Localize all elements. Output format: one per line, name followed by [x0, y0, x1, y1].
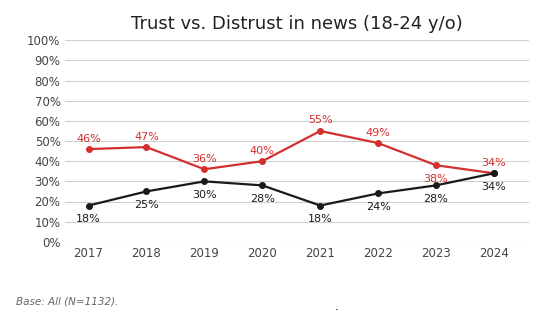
Legend: Trust, Distrust: Trust, Distrust — [215, 304, 379, 310]
Distrust — [201, 179, 208, 183]
Text: 55%: 55% — [308, 115, 332, 126]
Distrust — [375, 192, 382, 195]
Trust — [490, 171, 497, 175]
Text: 34%: 34% — [482, 158, 506, 168]
Text: 38%: 38% — [423, 174, 449, 184]
Trust — [259, 159, 265, 163]
Trust — [375, 141, 382, 145]
Distrust — [490, 171, 497, 175]
Text: 28%: 28% — [423, 194, 449, 204]
Text: 49%: 49% — [366, 127, 391, 138]
Text: 24%: 24% — [366, 202, 391, 212]
Text: 34%: 34% — [482, 182, 506, 192]
Line: Distrust: Distrust — [86, 170, 496, 208]
Text: 30%: 30% — [192, 190, 217, 200]
Text: 46%: 46% — [76, 134, 101, 144]
Distrust — [259, 184, 265, 187]
Trust — [85, 147, 92, 151]
Text: 25%: 25% — [134, 200, 159, 210]
Distrust — [433, 184, 439, 187]
Distrust — [317, 204, 324, 207]
Trust — [317, 129, 324, 133]
Distrust — [143, 190, 150, 193]
Trust — [433, 163, 439, 167]
Title: Trust vs. Distrust in news (18-24 y/o): Trust vs. Distrust in news (18-24 y/o) — [131, 15, 463, 33]
Distrust — [85, 204, 92, 207]
Trust — [201, 167, 208, 171]
Text: 36%: 36% — [192, 154, 217, 164]
Text: 47%: 47% — [134, 131, 159, 142]
Text: 40%: 40% — [250, 146, 275, 156]
Text: 28%: 28% — [250, 194, 275, 204]
Text: Base: All (N=1132).: Base: All (N=1132). — [16, 297, 119, 307]
Text: 18%: 18% — [308, 214, 332, 224]
Line: Trust: Trust — [86, 128, 496, 176]
Text: 18%: 18% — [76, 214, 101, 224]
Trust — [143, 145, 150, 149]
